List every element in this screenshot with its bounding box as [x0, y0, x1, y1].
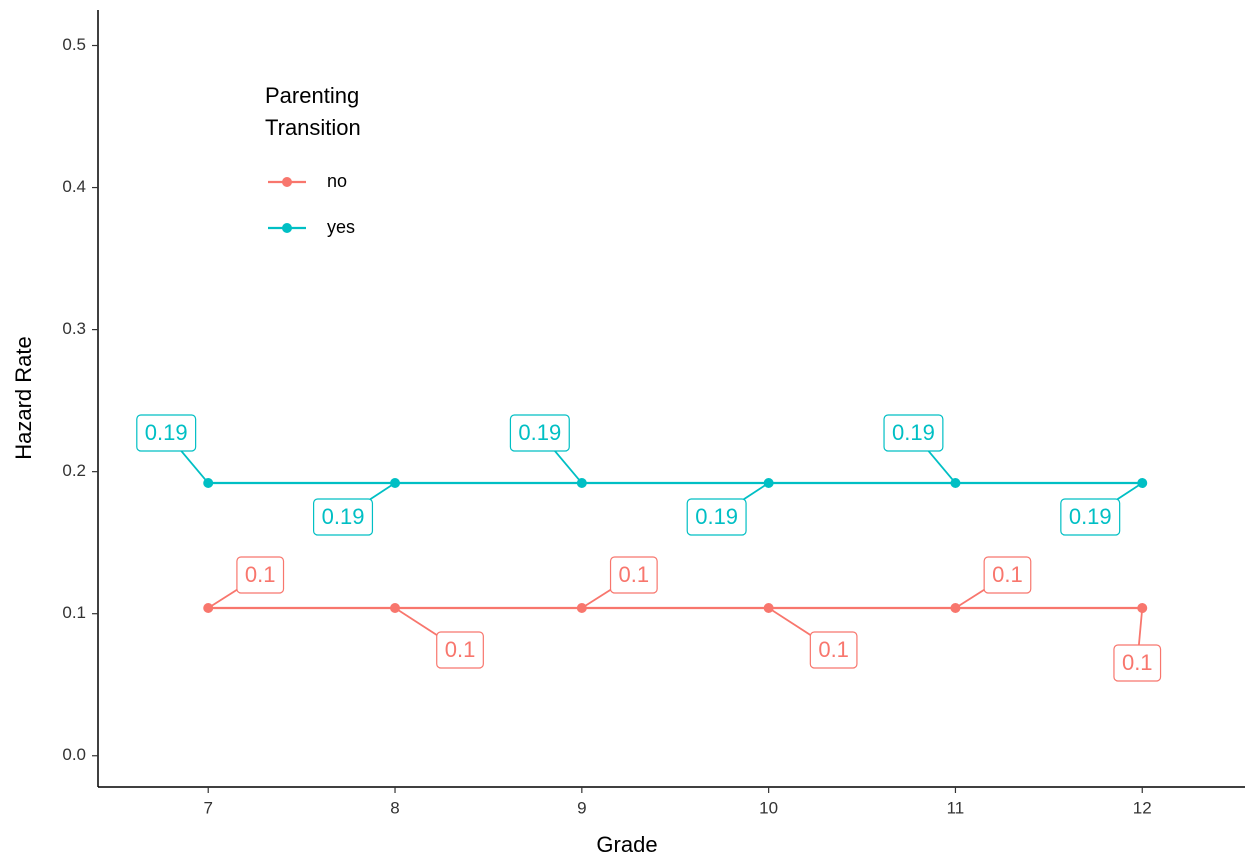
label-box — [1113, 644, 1162, 682]
legend-title: Parenting Transition — [265, 83, 361, 140]
y-tick-label: 0.2 — [62, 461, 86, 480]
legend-point — [282, 223, 292, 233]
legend-point — [282, 177, 292, 187]
legend-label: no — [327, 171, 347, 191]
label-box — [609, 556, 658, 594]
data-label: 0.19 — [892, 420, 935, 445]
data-label: 0.1 — [992, 562, 1023, 587]
label-box — [1060, 498, 1121, 536]
label-box — [313, 498, 374, 536]
label-box — [509, 414, 570, 452]
x-tick-label: 7 — [203, 798, 212, 817]
data-label: 0.1 — [619, 562, 650, 587]
data-label: 0.19 — [695, 504, 738, 529]
legend-label: yes — [327, 217, 355, 237]
y-tick-label: 0.3 — [62, 319, 86, 338]
y-tick-label: 0.5 — [62, 35, 86, 54]
x-tick-label: 11 — [947, 798, 965, 817]
label-box — [809, 631, 858, 669]
data-label: 0.19 — [1069, 504, 1112, 529]
data-label: 0.19 — [518, 420, 561, 445]
label-box — [236, 556, 285, 594]
data-label: 0.1 — [245, 562, 276, 587]
data-label: 0.1 — [818, 637, 849, 662]
data-label: 0.1 — [1122, 650, 1153, 675]
label-box — [136, 414, 197, 452]
y-axis-title: Hazard Rate — [11, 336, 36, 460]
x-tick-label: 10 — [759, 798, 778, 817]
y-tick-label: 0.0 — [62, 745, 86, 764]
label-box — [436, 631, 484, 669]
x-tick-label: 8 — [390, 798, 399, 817]
data-label: 0.1 — [445, 637, 476, 662]
x-tick-label: 9 — [577, 798, 586, 817]
data-label: 0.19 — [145, 420, 188, 445]
x-tick-label: 12 — [1133, 798, 1152, 817]
y-tick-label: 0.1 — [62, 603, 86, 622]
y-tick-label: 0.4 — [62, 177, 86, 196]
x-axis-title: Grade — [596, 832, 657, 857]
label-box — [883, 414, 944, 452]
label-box — [983, 556, 1032, 594]
data-label: 0.19 — [322, 504, 365, 529]
label-box — [686, 498, 747, 536]
